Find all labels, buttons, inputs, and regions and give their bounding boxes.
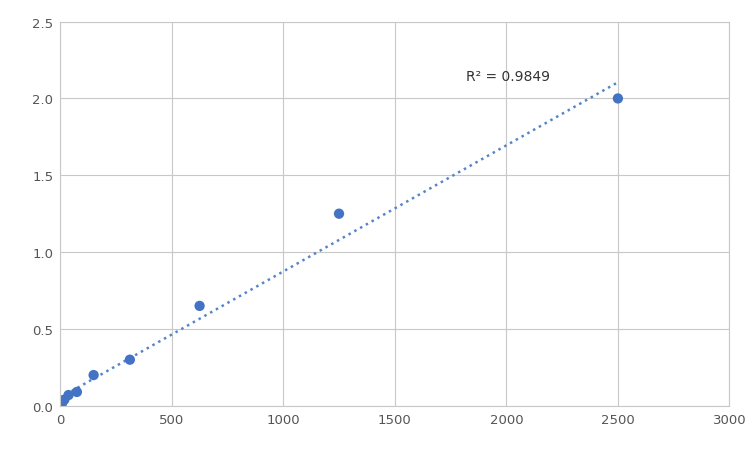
Text: R² = 0.9849: R² = 0.9849 — [466, 70, 550, 84]
Point — [87, 372, 99, 379]
Point — [56, 399, 68, 406]
Point — [612, 96, 624, 103]
Point — [62, 391, 74, 399]
Point — [333, 211, 345, 218]
Point — [193, 303, 205, 310]
Point — [124, 356, 136, 364]
Point — [71, 388, 83, 396]
Point — [54, 402, 66, 410]
Point — [59, 396, 71, 403]
